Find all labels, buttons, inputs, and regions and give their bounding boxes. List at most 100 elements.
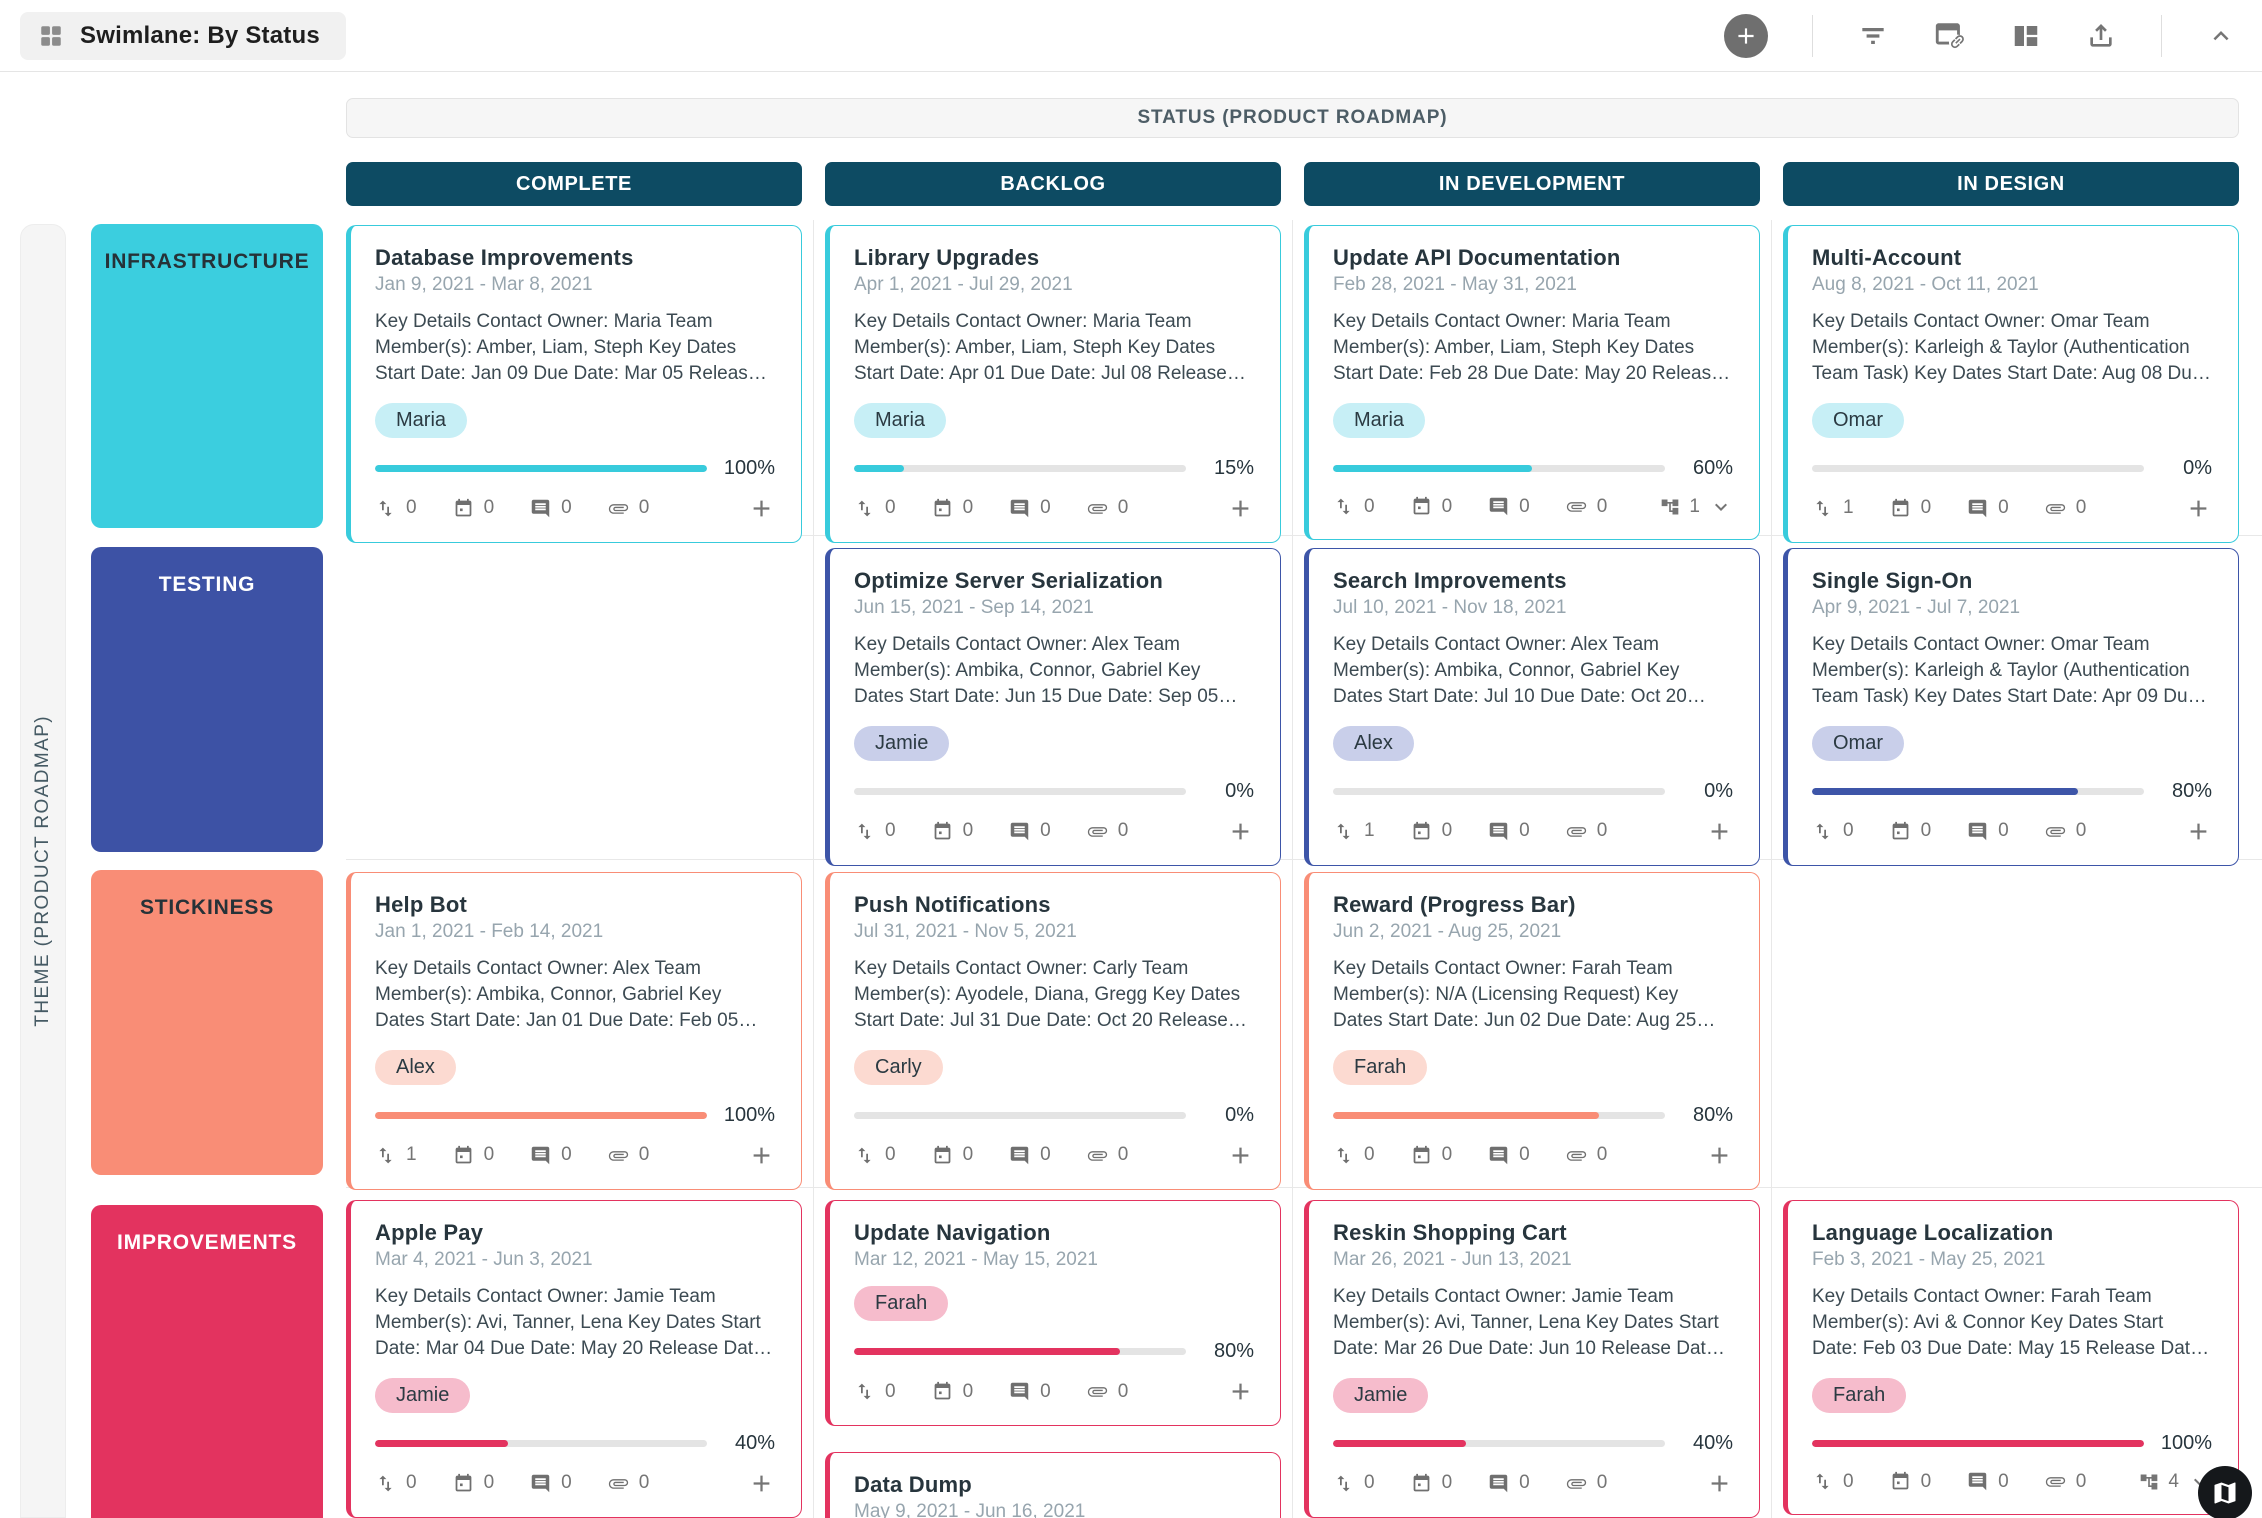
assignee-chip[interactable]: Omar [1812,725,1904,761]
calendar-stat[interactable]: 0 [932,1381,973,1403]
card-add-button[interactable] [748,1142,775,1169]
subtasks-stat[interactable]: 0 [1333,496,1375,518]
roadmap-card[interactable]: Optimize Server Serialization Jun 15, 20… [825,548,1281,866]
attachments-stat[interactable]: 0 [1087,820,1128,842]
assignee-chip[interactable]: Farah [854,1286,949,1321]
card-add-button[interactable] [748,495,775,522]
subtasks-stat[interactable]: 1 [1333,820,1375,842]
calendar-stat[interactable]: 0 [1411,1472,1452,1494]
assignee-chip[interactable]: Omar [1812,402,1904,438]
comments-stat[interactable]: 0 [1009,1144,1051,1166]
attachments-stat[interactable]: 0 [2045,820,2086,842]
subtasks-stat[interactable]: 0 [854,497,896,519]
calendar-stat[interactable]: 0 [1411,1144,1452,1166]
attachments-stat[interactable]: 0 [1087,1144,1128,1166]
comments-stat[interactable]: 0 [530,497,572,519]
collapse-toolbar-button[interactable] [2206,21,2236,51]
card-add-button[interactable] [1706,1142,1733,1169]
board-title-pill[interactable]: Swimlane: By Status [20,11,346,60]
subtasks-stat[interactable]: 1 [1812,497,1854,519]
calendar-stat[interactable]: 0 [1890,820,1931,842]
calendar-stat[interactable]: 0 [932,497,973,519]
comments-stat[interactable]: 0 [1009,1381,1051,1403]
comments-stat[interactable]: 0 [1488,1472,1530,1494]
card-add-button[interactable] [748,1470,775,1497]
assignee-chip[interactable]: Jamie [854,725,950,761]
subtasks-stat[interactable]: 1 [375,1144,417,1166]
attachments-stat[interactable]: 0 [1566,1472,1607,1494]
card-add-button[interactable] [2185,818,2212,845]
roadmap-card[interactable]: Reward (Progress Bar) Jun 2, 2021 - Aug … [1304,872,1760,1190]
comments-stat[interactable]: 0 [1488,1144,1530,1166]
subtasks-stat[interactable]: 0 [375,1472,417,1494]
roadmap-card[interactable]: Data Dump May 9, 2021 - Jun 16, 2021 Key… [825,1452,1281,1518]
subtasks-stat[interactable]: 0 [1333,1472,1375,1494]
calendar-stat[interactable]: 0 [1411,820,1452,842]
attachments-stat[interactable]: 0 [608,1472,649,1494]
calendar-stat[interactable]: 0 [1890,1471,1931,1493]
attachments-stat[interactable]: 0 [608,497,649,519]
subtasks-stat[interactable]: 0 [1812,1471,1854,1493]
comments-stat[interactable]: 0 [1009,820,1051,842]
assignee-chip[interactable]: Carly [854,1049,943,1085]
comments-stat[interactable]: 0 [1967,497,2009,519]
subtasks-stat[interactable]: 0 [854,820,896,842]
subtasks-stat[interactable]: 0 [854,1144,896,1166]
comments-stat[interactable]: 0 [530,1472,572,1494]
subtasks-stat[interactable]: 0 [375,497,417,519]
card-add-button[interactable] [1227,1378,1254,1405]
assignee-chip[interactable]: Jamie [1333,1377,1429,1413]
roadmap-card[interactable]: Database Improvements Jan 9, 2021 - Mar … [346,225,802,543]
calendar-stat[interactable]: 0 [453,497,494,519]
comments-stat[interactable]: 0 [1009,497,1051,519]
assignee-chip[interactable]: Farah [1812,1377,1907,1413]
roadmap-card[interactable]: Push Notifications Jul 31, 2021 - Nov 5,… [825,872,1281,1190]
linked-collection-toggle[interactable]: 1 [1660,495,1733,519]
attachments-stat[interactable]: 0 [1087,1381,1128,1403]
subtasks-stat[interactable]: 0 [1812,820,1854,842]
map-fab-button[interactable] [2198,1466,2252,1518]
attachments-stat[interactable]: 0 [1566,820,1607,842]
board-layout-button[interactable] [2011,21,2041,51]
assignee-chip[interactable]: Alex [1333,725,1414,761]
roadmap-card[interactable]: Search Improvements Jul 10, 2021 - Nov 1… [1304,548,1760,866]
assignee-chip[interactable]: Maria [1333,402,1426,438]
assignee-chip[interactable]: Jamie [375,1377,471,1413]
attachments-stat[interactable]: 0 [608,1144,649,1166]
calendar-stat[interactable]: 0 [453,1472,494,1494]
roadmap-card[interactable]: Apple Pay Mar 4, 2021 - Jun 3, 2021 Key … [346,1200,802,1518]
calendar-stat[interactable]: 0 [932,1144,973,1166]
comments-stat[interactable]: 0 [1488,820,1530,842]
roadmap-card[interactable]: Reskin Shopping Cart Mar 26, 2021 - Jun … [1304,1200,1760,1518]
roadmap-card[interactable]: Help Bot Jan 1, 2021 - Feb 14, 2021 Key … [346,872,802,1190]
share-board-link-button[interactable] [1933,19,1967,53]
filter-button[interactable] [1857,20,1889,52]
attachments-stat[interactable]: 0 [2045,1471,2086,1493]
card-add-button[interactable] [2185,495,2212,522]
assignee-chip[interactable]: Maria [375,402,468,438]
subtasks-stat[interactable]: 0 [854,1381,896,1403]
comments-stat[interactable]: 0 [1967,1471,2009,1493]
card-add-button[interactable] [1706,818,1733,845]
comments-stat[interactable]: 0 [1967,820,2009,842]
card-add-button[interactable] [1227,495,1254,522]
roadmap-card[interactable]: Update Navigation Mar 12, 2021 - May 15,… [825,1200,1281,1426]
calendar-stat[interactable]: 0 [1411,496,1452,518]
comments-stat[interactable]: 0 [530,1144,572,1166]
attachments-stat[interactable]: 0 [1566,1144,1607,1166]
attachments-stat[interactable]: 0 [1087,497,1128,519]
card-add-button[interactable] [1706,1470,1733,1497]
card-add-button[interactable] [1227,818,1254,845]
roadmap-card[interactable]: Language Localization Feb 3, 2021 - May … [1783,1200,2239,1515]
assignee-chip[interactable]: Alex [375,1049,456,1085]
card-add-button[interactable] [1227,1142,1254,1169]
roadmap-card[interactable]: Single Sign-On Apr 9, 2021 - Jul 7, 2021… [1783,548,2239,866]
roadmap-card[interactable]: Multi-Account Aug 8, 2021 - Oct 11, 2021… [1783,225,2239,543]
roadmap-card[interactable]: Update API Documentation Feb 28, 2021 - … [1304,225,1760,540]
add-button[interactable] [1724,13,1768,58]
attachments-stat[interactable]: 0 [2045,497,2086,519]
calendar-stat[interactable]: 0 [453,1144,494,1166]
assignee-chip[interactable]: Farah [1333,1049,1428,1085]
subtasks-stat[interactable]: 0 [1333,1144,1375,1166]
comments-stat[interactable]: 0 [1488,496,1530,518]
